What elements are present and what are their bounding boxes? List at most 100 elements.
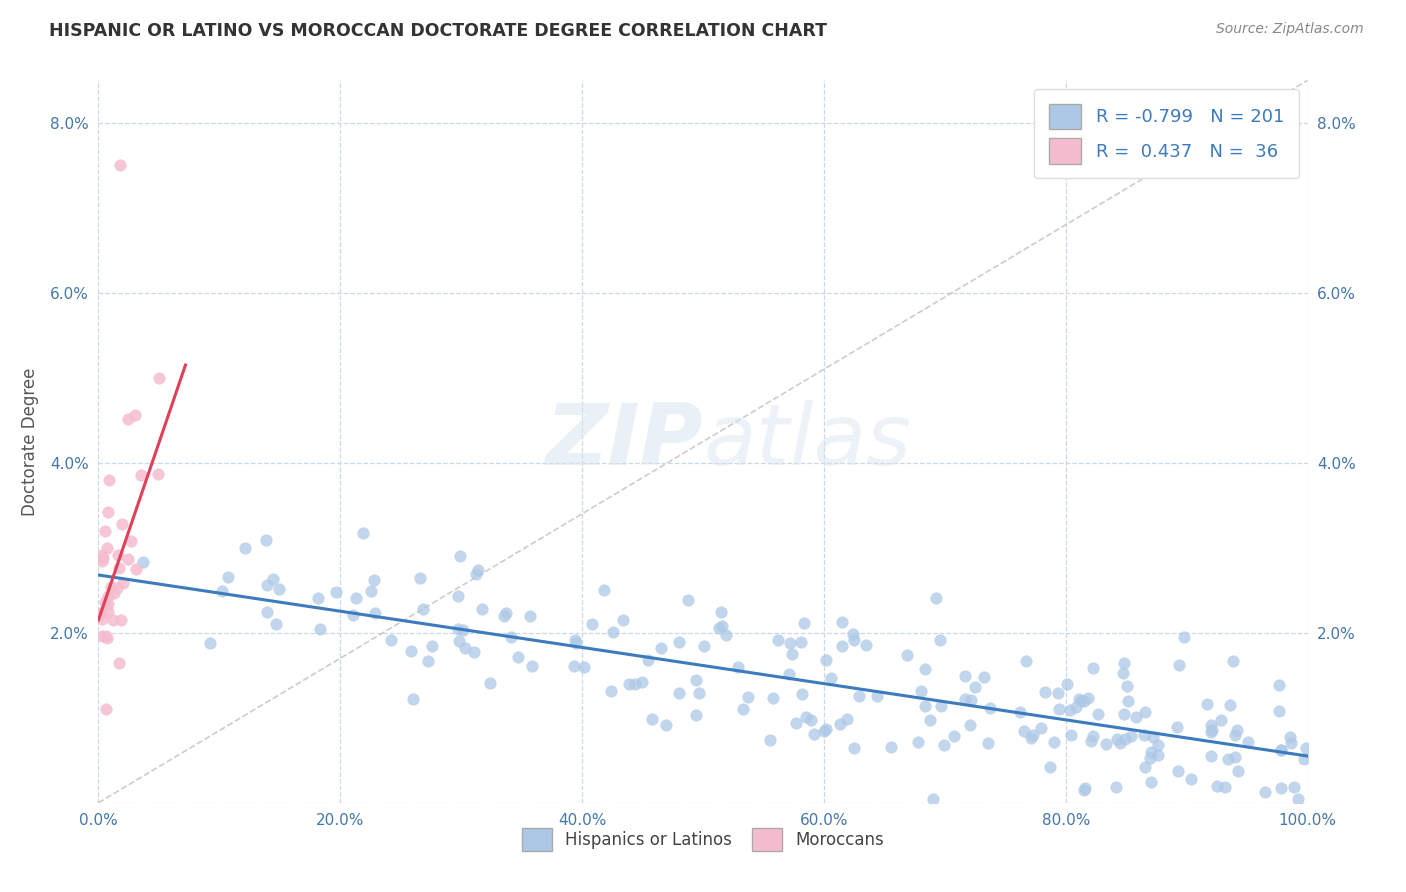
Point: [1095, 738, 1118, 752]
Point: [1105, 780, 1128, 795]
Point: [1008, 705, 1031, 719]
Point: [360, 583, 382, 598]
Point: [800, 713, 823, 727]
Point: [790, 635, 813, 649]
Point: [737, 690, 759, 705]
Point: [96, 541, 118, 555]
Point: [768, 633, 790, 648]
Point: [380, 633, 402, 648]
Point: [89, 607, 111, 621]
Point: [1226, 723, 1249, 737]
Point: [1237, 734, 1260, 748]
Point: [1042, 735, 1064, 749]
Point: [925, 591, 948, 606]
Point: [1218, 752, 1240, 766]
Point: [111, 575, 134, 590]
Point: [1060, 728, 1083, 742]
Point: [1012, 724, 1035, 739]
Point: [1112, 665, 1135, 680]
Point: [1139, 751, 1161, 765]
Point: [1267, 704, 1289, 718]
Point: [125, 562, 148, 576]
Point: [831, 639, 853, 653]
Point: [709, 621, 731, 635]
Point: [1226, 764, 1249, 779]
Point: [124, 409, 146, 423]
Point: [714, 628, 737, 642]
Point: [1077, 691, 1099, 706]
Point: [1254, 785, 1277, 799]
Point: [813, 723, 835, 738]
Point: [793, 616, 815, 631]
Point: [914, 698, 936, 713]
Point: [1201, 749, 1223, 764]
Point: [965, 680, 987, 694]
Point: [412, 602, 434, 616]
Point: [1201, 723, 1223, 737]
Point: [325, 585, 347, 599]
Point: [111, 517, 134, 532]
Point: [1108, 736, 1130, 750]
Point: [1119, 729, 1142, 743]
Point: [495, 606, 517, 620]
Point: [148, 467, 170, 481]
Point: [979, 701, 1001, 715]
Point: [1292, 752, 1315, 766]
Point: [1112, 656, 1135, 670]
Point: [1064, 699, 1087, 714]
Point: [420, 639, 443, 653]
Point: [1199, 718, 1222, 732]
Point: [1081, 661, 1104, 675]
Point: [467, 563, 489, 577]
Point: [1173, 631, 1195, 645]
Point: [1180, 772, 1202, 787]
Point: [110, 613, 132, 627]
Point: [91, 554, 114, 568]
Point: [1132, 728, 1154, 742]
Point: [401, 692, 423, 706]
Point: [842, 626, 865, 640]
Point: [97, 505, 120, 519]
Point: [1279, 730, 1302, 744]
Point: [1167, 764, 1189, 778]
Point: [794, 710, 817, 724]
Point: [727, 659, 749, 673]
Point: [446, 622, 468, 636]
Point: [592, 583, 614, 598]
Point: [780, 647, 803, 661]
Point: [364, 606, 387, 620]
Point: [520, 658, 543, 673]
Point: [907, 735, 929, 749]
Point: [1022, 727, 1045, 741]
Point: [711, 619, 734, 633]
Point: [1047, 686, 1070, 700]
Point: [600, 683, 623, 698]
Point: [451, 623, 474, 637]
Point: [564, 633, 586, 648]
Point: [1139, 745, 1161, 759]
Point: [1270, 743, 1292, 757]
Point: [1219, 698, 1241, 713]
Point: [668, 686, 690, 700]
Point: [200, 636, 222, 650]
Point: [1080, 734, 1102, 748]
Point: [132, 556, 155, 570]
Point: [256, 578, 278, 592]
Point: [254, 533, 277, 547]
Point: [465, 567, 488, 582]
Point: [844, 740, 866, 755]
Point: [572, 660, 595, 674]
Point: [955, 669, 977, 683]
Point: [1142, 730, 1164, 744]
Point: [1083, 729, 1105, 743]
Point: [409, 571, 432, 585]
Point: [103, 586, 125, 600]
Point: [831, 615, 853, 629]
Point: [973, 670, 995, 684]
Point: [91, 550, 114, 565]
Point: [1067, 692, 1090, 706]
Point: [1039, 760, 1062, 774]
Point: [910, 684, 932, 698]
Point: [107, 548, 129, 562]
Point: [478, 675, 501, 690]
